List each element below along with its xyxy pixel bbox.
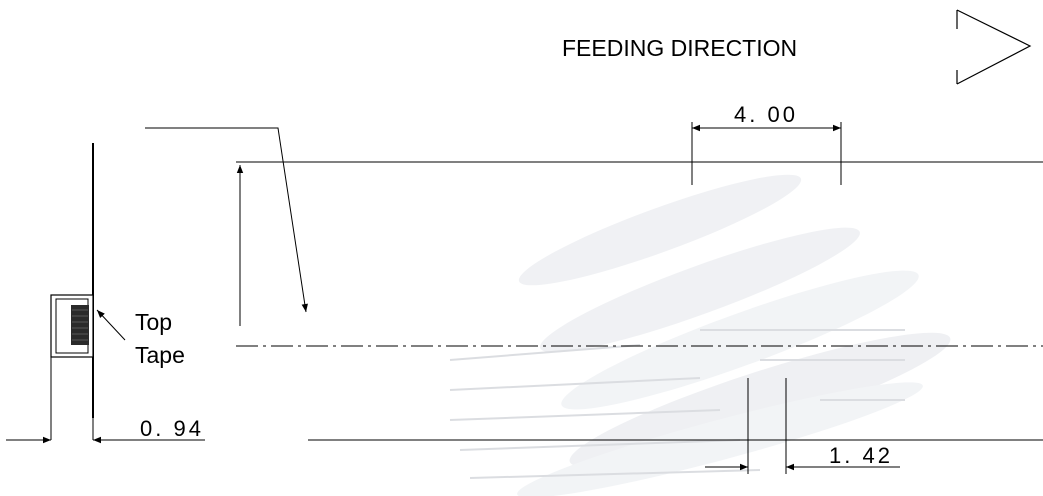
thickness-dimension: 0. 94 xyxy=(6,416,205,444)
feeding-direction-arrow-icon xyxy=(956,9,1032,85)
pitch-dimension: 4. 00 xyxy=(691,102,842,185)
tape-edges xyxy=(236,161,1043,441)
section-leader xyxy=(145,127,308,313)
feeding-direction-label: FEEDING DIRECTION xyxy=(562,35,797,61)
offset-value: 1. 42 xyxy=(829,443,893,468)
pitch-value: 4. 00 xyxy=(734,102,798,127)
component-body xyxy=(71,305,89,345)
feeding-direction: FEEDING DIRECTION xyxy=(562,9,1032,85)
tape-side-view xyxy=(50,143,94,440)
top-tape-callout: Top Tape xyxy=(96,309,185,368)
thickness-value: 0. 94 xyxy=(140,416,204,441)
offset-dimension: 1. 42 xyxy=(705,378,900,474)
top-label: Top xyxy=(135,309,172,335)
tape-label: Tape xyxy=(135,342,185,368)
